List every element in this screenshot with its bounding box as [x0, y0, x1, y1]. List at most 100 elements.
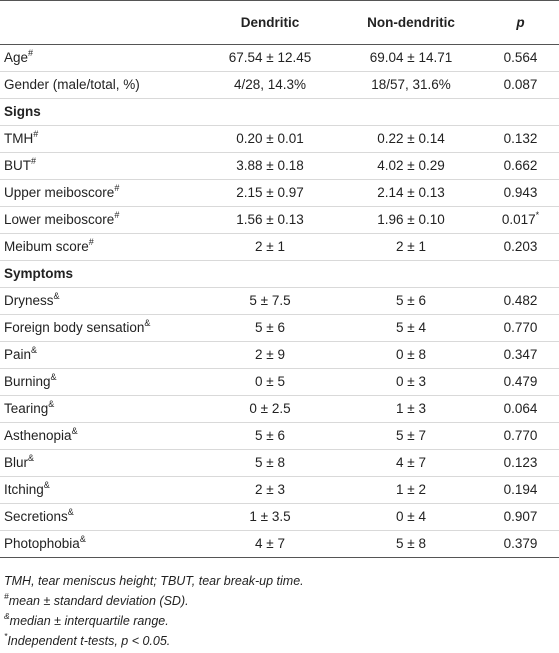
footnote-marker: # — [114, 182, 120, 193]
row-label-text: Burning — [4, 374, 51, 389]
row-label-text: Asthenopia — [4, 428, 72, 443]
footnote-marker: # — [88, 236, 94, 247]
table-row: Dryness& 5 ± 7.5 5 ± 6 0.482 — [0, 287, 559, 315]
footnote-marker: & — [48, 398, 55, 409]
dendritic-value: 5 ± 7.5 — [200, 287, 340, 315]
non-dendritic-value: 4 ± 7 — [340, 449, 482, 477]
row-label-text: Tearing — [4, 401, 49, 416]
non-dendritic-value: 2 ± 1 — [340, 233, 482, 261]
p-value: 0.017* — [482, 206, 559, 234]
row-label: TMH# — [0, 125, 200, 153]
p-value-text: 0.482 — [503, 293, 538, 308]
non-dendritic-value: 0 ± 3 — [340, 368, 482, 396]
row-label: Foreign body sensation& — [0, 314, 200, 342]
row-label: Pain& — [0, 341, 200, 369]
table-row: BUT# 3.88 ± 0.18 4.02 ± 0.29 0.662 — [0, 152, 559, 180]
p-value: 0.203 — [482, 233, 559, 261]
row-label: Itching& — [0, 476, 200, 504]
p-value: 0.482 — [482, 287, 559, 315]
non-dendritic-value: 2.14 ± 0.13 — [340, 179, 482, 207]
p-value: 0.087 — [482, 71, 559, 99]
section-heading: Symptoms — [0, 260, 559, 288]
row-label: Burning& — [0, 368, 200, 396]
dendritic-value: 5 ± 8 — [200, 449, 340, 477]
table-row: Upper meiboscore# 2.15 ± 0.97 2.14 ± 0.13 0… — [0, 179, 559, 207]
p-value-text: 0.087 — [503, 77, 538, 92]
data-table: Dendritic Non-dendritic p Age# 67.54 ± 12… — [0, 0, 559, 558]
row-label: Asthenopia& — [0, 422, 200, 450]
header-blank — [0, 0, 200, 45]
p-value: 0.564 — [482, 44, 559, 72]
row-label-text: Photophobia — [4, 536, 80, 551]
row-label: Upper meiboscore# — [0, 179, 200, 207]
row-label-text: Meibum score — [4, 239, 89, 254]
p-value: 0.479 — [482, 368, 559, 396]
dendritic-value: 4 ± 7 — [200, 530, 340, 558]
dendritic-value: 3.88 ± 0.18 — [200, 152, 340, 180]
row-label-text: TMH — [4, 131, 34, 146]
row-label-text: Gender (male/total, %) — [4, 77, 140, 92]
dendritic-value: 1.56 ± 0.13 — [200, 206, 340, 234]
row-label-text: Dryness — [4, 293, 54, 308]
non-dendritic-value: 1 ± 3 — [340, 395, 482, 423]
p-value-text: 0.347 — [503, 347, 538, 362]
table-row: Lower meiboscore# 1.56 ± 0.13 1.96 ± 0.10 0… — [0, 206, 559, 234]
footnote-text: mean ± standard deviation (SD). — [8, 594, 189, 608]
non-dendritic-value: 4.02 ± 0.29 — [340, 152, 482, 180]
table-body: Age# 67.54 ± 12.45 69.04 ± 14.71 0.564 Gende… — [0, 44, 559, 558]
p-value: 0.943 — [482, 179, 559, 207]
footnote-marker: & — [31, 344, 38, 355]
row-label: Secretions& — [0, 503, 200, 531]
table-row: Secretions& 1 ± 3.5 0 ± 4 0.907 — [0, 503, 559, 531]
p-value-text: 0.564 — [503, 50, 538, 65]
p-value-text: 0.479 — [503, 374, 538, 389]
p-value: 0.132 — [482, 125, 559, 153]
header-p-value: p — [482, 0, 559, 45]
header-non-dendritic: Non-dendritic — [340, 0, 482, 45]
dendritic-value: 2 ± 3 — [200, 476, 340, 504]
non-dendritic-value: 18/57, 31.6% — [340, 71, 482, 99]
non-dendritic-value: 5 ± 7 — [340, 422, 482, 450]
row-label: Blur& — [0, 449, 200, 477]
header-dendritic: Dendritic — [200, 0, 340, 45]
table-row: Age# 67.54 ± 12.45 69.04 ± 14.71 0.564 — [0, 44, 559, 72]
section-heading: Signs — [0, 98, 559, 126]
row-label-text: Age — [4, 50, 29, 65]
non-dendritic-value: 5 ± 6 — [340, 287, 482, 315]
row-label: BUT# — [0, 152, 200, 180]
p-value: 0.064 — [482, 395, 559, 423]
header-row: Dendritic Non-dendritic p — [0, 0, 559, 45]
p-value: 0.123 — [482, 449, 559, 477]
p-value-text: 0.379 — [503, 536, 538, 551]
footnote-marker: & — [71, 425, 78, 436]
row-label: Tearing& — [0, 395, 200, 423]
footnote-marker: & — [28, 452, 35, 463]
row-label-text: Upper meiboscore — [4, 185, 115, 200]
row-label: Photophobia& — [0, 530, 200, 558]
section-row: Symptoms — [0, 260, 559, 288]
p-value: 0.194 — [482, 476, 559, 504]
row-label: Lower meiboscore# — [0, 206, 200, 234]
p-value-text: 0.943 — [503, 185, 538, 200]
dendritic-value: 0 ± 2.5 — [200, 395, 340, 423]
significance-marker: * — [535, 209, 540, 220]
p-value-text: 0.770 — [503, 428, 538, 443]
row-label-text: BUT — [4, 158, 31, 173]
row-label: Meibum score# — [0, 233, 200, 261]
row-label-text: Itching — [4, 482, 44, 497]
p-value-text: 0.662 — [503, 158, 538, 173]
non-dendritic-value: 5 ± 8 — [340, 530, 482, 558]
p-value: 0.907 — [482, 503, 559, 531]
row-label-text: Foreign body sensation — [4, 320, 145, 335]
p-value: 0.662 — [482, 152, 559, 180]
footnote-marker: & — [43, 479, 50, 490]
dendritic-value: 0.20 ± 0.01 — [200, 125, 340, 153]
